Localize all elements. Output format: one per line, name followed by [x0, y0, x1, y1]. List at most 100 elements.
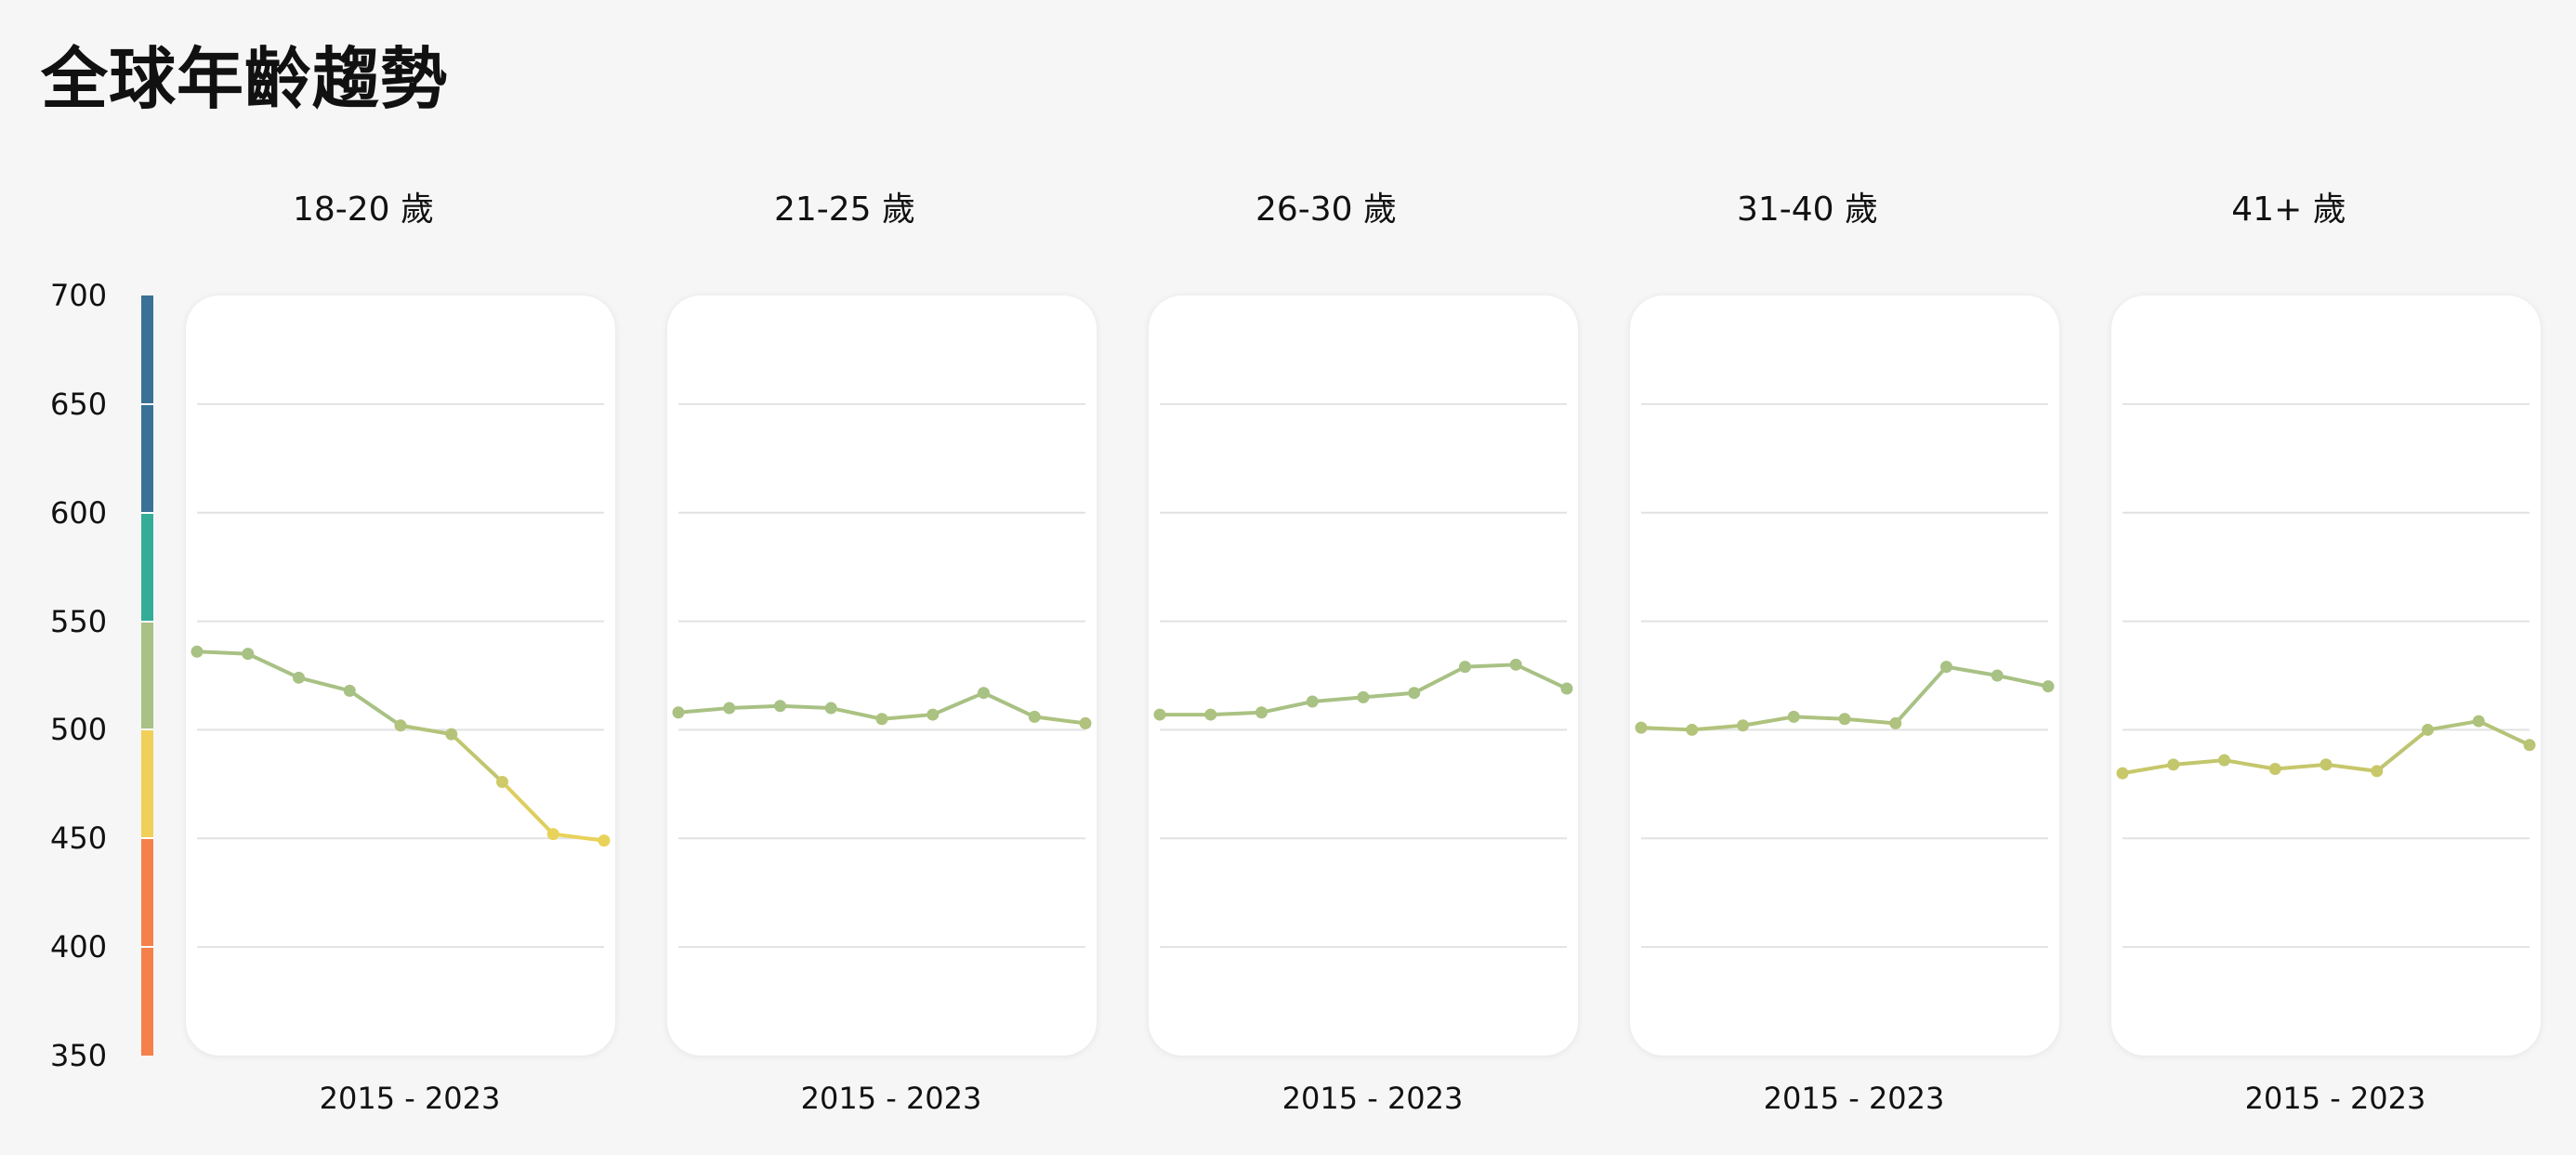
data-point [2371, 765, 2384, 778]
data-point [2218, 754, 2230, 767]
data-point [1357, 690, 1370, 703]
data-point [1838, 713, 1851, 726]
data-point [1079, 716, 1092, 729]
data-point [723, 702, 736, 715]
series-line-segment [778, 703, 834, 711]
series-line-segment [2273, 762, 2328, 771]
scale-separator [141, 402, 153, 405]
x-range-label: 2015 - 2023 [1281, 1081, 1464, 1116]
data-point [1560, 682, 1573, 695]
x-range-label: 2015 - 2023 [2244, 1081, 2426, 1116]
panel-card [667, 295, 1097, 1056]
series-line-segment [1689, 723, 1745, 732]
panel-title: 41+ 歲 [2231, 190, 2346, 229]
data-point [1787, 710, 1800, 723]
scale-separator [141, 620, 153, 623]
color-scale-segment [141, 512, 153, 622]
series-line-segment [2171, 758, 2227, 767]
series-line-segment [1463, 663, 1518, 669]
panel-card [186, 295, 615, 1056]
data-point [978, 687, 990, 700]
data-point [191, 645, 204, 658]
data-point [2042, 680, 2055, 693]
data-point [1204, 708, 1217, 721]
y-tick-label: 400 [50, 929, 108, 965]
data-point [2472, 715, 2485, 728]
y-tick-label: 350 [50, 1038, 108, 1073]
panel-title: 31-40 歲 [1736, 190, 1879, 229]
data-point [343, 684, 356, 697]
series-line-segment [1843, 716, 1898, 726]
x-range-label: 2015 - 2023 [800, 1081, 982, 1116]
data-point [2116, 767, 2129, 780]
series-line-segment [727, 703, 782, 711]
series-line-segment [1995, 674, 2050, 689]
series-line-segment [1944, 664, 2000, 677]
series-line-segment [296, 676, 352, 693]
scale-separator [141, 946, 153, 949]
series-line-segment [1639, 726, 1694, 732]
series-line-segment [1259, 700, 1315, 715]
series-line-segment [245, 651, 301, 680]
panel-title: 26-30 歲 [1255, 190, 1398, 229]
series-line-segment [2477, 719, 2531, 747]
y-tick-label: 450 [50, 820, 108, 857]
data-point [496, 776, 508, 789]
data-point [445, 728, 458, 741]
y-tick-label: 600 [50, 494, 108, 531]
page-title: 全球年齡趨勢 [41, 40, 449, 118]
data-point [1686, 723, 1699, 736]
data-point [1153, 708, 1166, 721]
data-point [774, 700, 786, 713]
data-point [1408, 687, 1421, 700]
series-line-segment [2222, 758, 2278, 771]
x-range-label: 2015 - 2023 [319, 1081, 501, 1116]
panel-card [2111, 295, 2541, 1056]
data-point [394, 719, 407, 732]
data-point [1509, 658, 1522, 671]
data-point [293, 671, 305, 684]
color-scale-segment [141, 729, 153, 839]
series-line-segment [981, 690, 1037, 719]
y-axis: 700 650 600 550 500 450 400 350 [0, 0, 167, 1155]
data-point [824, 702, 837, 715]
data-point [1940, 661, 1952, 674]
panel-title: 21-25 歲 [773, 190, 916, 229]
series-line-segment [399, 723, 453, 737]
data-point [1635, 721, 1648, 734]
series-line-segment [500, 780, 556, 836]
y-tick-label: 500 [50, 712, 108, 748]
data-point [927, 708, 940, 721]
data-point [875, 713, 888, 726]
scale-separator [141, 511, 153, 514]
series-line-segment [1792, 715, 1847, 721]
series-line-segment [1893, 664, 1949, 726]
data-point [2523, 739, 2536, 752]
series-line-segment [1032, 715, 1087, 726]
panel-title: 18-20 歲 [292, 190, 435, 229]
series-line-segment [1741, 715, 1796, 728]
data-point [1737, 719, 1749, 732]
y-tick-label: 700 [50, 278, 108, 313]
data-point [2268, 762, 2281, 775]
data-point [1991, 669, 2004, 682]
x-range-label: 2015 - 2023 [1763, 1081, 1945, 1116]
data-point [1028, 710, 1041, 723]
data-point [546, 828, 559, 841]
y-tick-label: 650 [50, 386, 108, 422]
series-line-segment [829, 706, 884, 721]
series-line-segment [1361, 690, 1416, 700]
series-line-segment [677, 706, 731, 715]
data-point [1255, 706, 1268, 719]
series-line-segment [2121, 762, 2175, 776]
series-line-segment [930, 690, 986, 717]
data-point [672, 706, 685, 719]
scale-separator [141, 728, 153, 731]
series-line-segment [1514, 663, 1569, 691]
data-point [2422, 723, 2434, 736]
series-line-segment [348, 689, 402, 728]
series-line-segment [2374, 728, 2430, 773]
data-point [1459, 661, 1471, 674]
data-point [1889, 716, 1902, 729]
data-point [2167, 758, 2180, 771]
